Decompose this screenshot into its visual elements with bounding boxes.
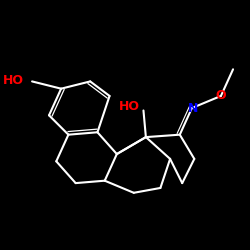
Text: O: O bbox=[216, 90, 226, 102]
Text: N: N bbox=[188, 102, 198, 114]
Text: HO: HO bbox=[2, 74, 24, 87]
Text: HO: HO bbox=[119, 100, 140, 113]
